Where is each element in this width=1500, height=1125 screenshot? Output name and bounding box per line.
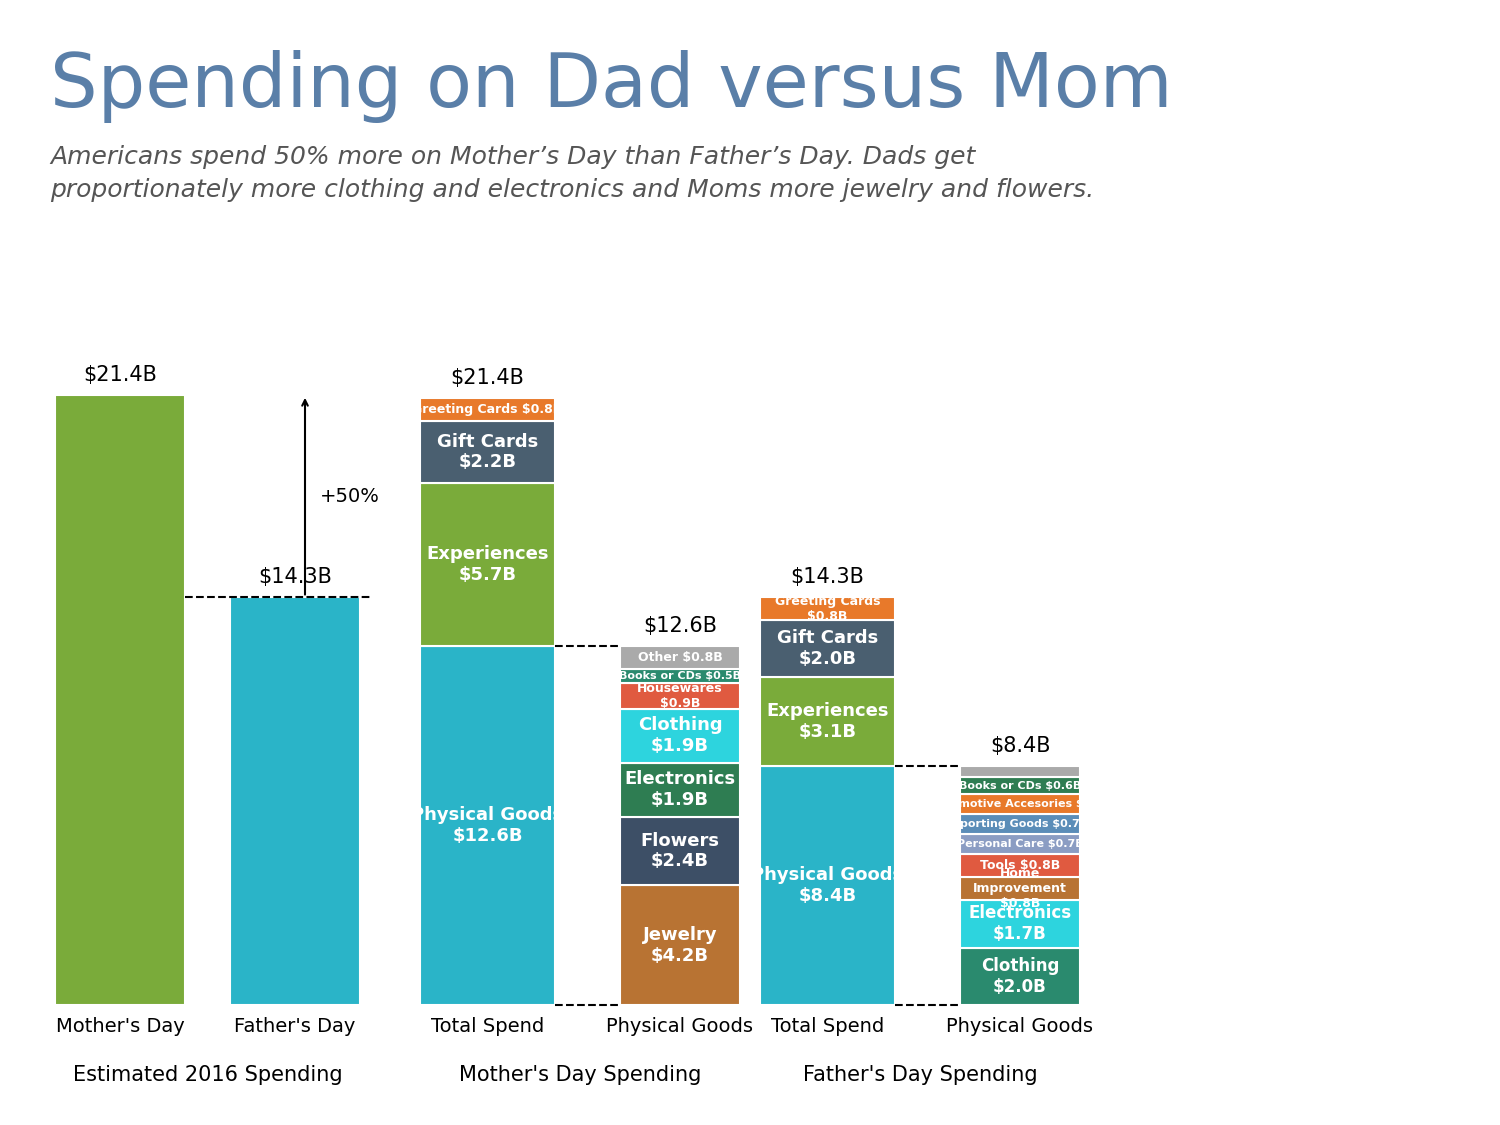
Text: Greeting Cards
$0.8B: Greeting Cards $0.8B [774,595,880,623]
Bar [620,646,740,668]
Bar [960,765,1080,777]
Text: Physical Goods
$12.6B: Physical Goods $12.6B [411,806,564,845]
Text: Other $0.8B: Other $0.8B [638,650,723,664]
Text: Physical Goods: Physical Goods [606,1017,753,1036]
Text: Electronics
$1.9B: Electronics $1.9B [624,771,735,809]
Bar [760,597,896,620]
Bar [56,395,184,1005]
Bar [960,900,1080,948]
Text: Mother's Day Spending: Mother's Day Spending [459,1065,700,1084]
Bar [420,398,555,421]
Bar [620,763,740,817]
Text: Housewares
$0.9B: Housewares $0.9B [638,682,723,710]
Text: Tools $0.8B: Tools $0.8B [980,858,1060,872]
Text: Total Spend: Total Spend [430,1017,544,1036]
Bar [760,620,896,677]
Text: Mother's Day: Mother's Day [56,1017,184,1036]
Bar [960,814,1080,834]
Bar [420,646,555,1005]
Bar [760,765,896,1005]
Text: Physical Goods: Physical Goods [946,1017,1094,1036]
Text: Gift Cards
$2.0B: Gift Cards $2.0B [777,629,877,668]
Text: Jewelry
$4.2B: Jewelry $4.2B [642,926,717,964]
Bar [960,777,1080,794]
Text: Sporting Goods $0.7B: Sporting Goods $0.7B [952,819,1088,829]
Text: Greeting Cards $0.8B: Greeting Cards $0.8B [413,403,562,416]
Text: Gift Cards
$2.2B: Gift Cards $2.2B [436,433,538,471]
Text: Personal Care $0.7B: Personal Care $0.7B [957,839,1083,849]
Text: $12.6B: $12.6B [644,615,717,636]
Text: $21.4B: $21.4B [450,368,525,388]
Bar [420,421,555,484]
Text: Home
Improvement
$0.8B: Home Improvement $0.8B [974,866,1066,910]
Bar [620,817,740,885]
Text: Total Spend: Total Spend [771,1017,883,1036]
Text: Estimated 2016 Spending: Estimated 2016 Spending [72,1065,342,1084]
Bar [960,876,1080,900]
Text: Experiences
$3.1B: Experiences $3.1B [766,702,888,740]
Text: Father's Day: Father's Day [234,1017,356,1036]
Bar [620,885,740,1005]
Text: Spending on Dad versus Mom: Spending on Dad versus Mom [50,50,1173,123]
Bar [620,668,740,683]
Text: Experiences
$5.7B: Experiences $5.7B [426,546,549,584]
Bar [960,834,1080,854]
Text: $8.4B: $8.4B [990,736,1050,756]
Bar [620,709,740,763]
Text: Electronics
$1.7B: Electronics $1.7B [969,904,1071,943]
Text: Automotive Accesories $0.7B: Automotive Accesories $0.7B [928,799,1112,809]
Bar [230,597,360,1005]
Text: Clothing
$1.9B: Clothing $1.9B [638,717,723,755]
Bar [420,484,555,646]
Bar [620,683,740,709]
Text: $14.3B: $14.3B [258,567,332,587]
Text: +50%: +50% [320,487,380,506]
Text: Father's Day Spending: Father's Day Spending [802,1065,1038,1084]
Text: Books or CDs $0.6B: Books or CDs $0.6B [958,781,1082,791]
Text: Flowers
$2.4B: Flowers $2.4B [640,831,720,871]
Text: $21.4B: $21.4B [82,364,158,385]
Bar [960,794,1080,814]
Text: Americans spend 50% more on Mother’s Day than Father’s Day. Dads get
proportiona: Americans spend 50% more on Mother’s Day… [50,145,1094,202]
Bar [960,948,1080,1005]
Bar [960,854,1080,876]
Text: Clothing
$2.0B: Clothing $2.0B [981,957,1059,996]
Text: $14.3B: $14.3B [790,567,864,587]
Text: Physical Goods
$8.4B: Physical Goods $8.4B [752,866,903,904]
Text: Books or CDs $0.5B: Books or CDs $0.5B [620,670,741,681]
Bar [760,677,896,765]
